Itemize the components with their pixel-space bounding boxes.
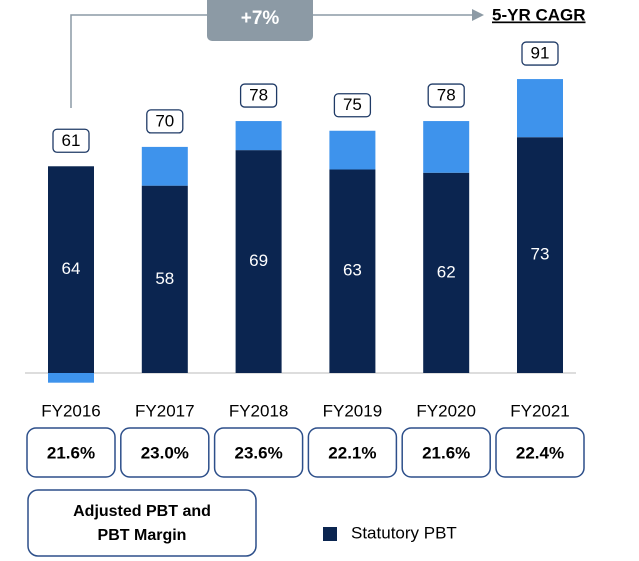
margin-label: 22.1% xyxy=(328,443,376,462)
margin-label: 21.6% xyxy=(422,443,470,462)
margin-label: 23.0% xyxy=(141,443,189,462)
x-tick-label: FY2021 xyxy=(510,401,570,420)
cagr-bracket xyxy=(70,14,207,108)
bar-segment xyxy=(517,137,563,373)
bar-segment xyxy=(423,172,470,373)
total-box xyxy=(427,83,465,108)
margin-box xyxy=(120,427,210,478)
bar-segment xyxy=(517,79,563,138)
bar-value-label: 64 xyxy=(62,259,81,278)
bar-value-label: 63 xyxy=(343,261,362,280)
x-tick-label: FY2020 xyxy=(416,401,476,420)
x-tick-label: FY2016 xyxy=(41,401,101,420)
total-box xyxy=(52,128,90,153)
bar-segment xyxy=(48,373,94,383)
margin-label: 21.6% xyxy=(47,443,95,462)
x-tick-label: FY2017 xyxy=(135,401,195,420)
margin-label: 22.4% xyxy=(516,443,564,462)
margin-box xyxy=(213,427,304,478)
margin-label: 23.6% xyxy=(234,443,282,462)
total-box xyxy=(521,41,559,66)
bar-segment xyxy=(141,185,188,373)
bar-value-label: 73 xyxy=(531,245,550,264)
total-label: 75 xyxy=(343,95,362,114)
bar-value-label: 69 xyxy=(249,251,268,270)
legend-swatch xyxy=(323,527,337,541)
total-box xyxy=(239,83,278,108)
x-tick-label: FY2019 xyxy=(323,401,383,420)
margin-box xyxy=(495,427,585,478)
total-label: 78 xyxy=(249,86,268,105)
margin-box xyxy=(401,427,491,478)
legend-label: Statutory PBT xyxy=(351,523,457,542)
bar-segment xyxy=(235,121,282,151)
bar-segment xyxy=(423,121,470,173)
total-box xyxy=(333,93,372,118)
margin-box xyxy=(26,427,116,478)
bar-segment xyxy=(329,130,376,170)
x-tick-label: FY2018 xyxy=(229,401,289,420)
cagr-title: 5-YR CAGR xyxy=(492,5,586,24)
total-label: 91 xyxy=(531,44,550,63)
bar-segment xyxy=(141,146,188,186)
bar-value-label: 58 xyxy=(155,269,174,288)
bar-value-label: 62 xyxy=(437,262,456,281)
margin-legend-box xyxy=(27,489,257,557)
total-box xyxy=(146,109,184,134)
margin-box xyxy=(307,427,398,478)
total-label: 78 xyxy=(437,86,456,105)
bar-segment xyxy=(48,166,94,373)
bar-segment xyxy=(235,150,282,373)
cagr-arrowhead xyxy=(472,9,484,21)
bar-segment xyxy=(329,169,376,373)
margin-legend-label: PBT Margin xyxy=(98,527,187,544)
total-label: 70 xyxy=(155,111,174,130)
cagr-label: +7% xyxy=(241,8,280,29)
cagr-box xyxy=(207,0,313,41)
margin-legend-label: Adjusted PBT and xyxy=(73,503,211,520)
total-label: 61 xyxy=(62,131,81,150)
